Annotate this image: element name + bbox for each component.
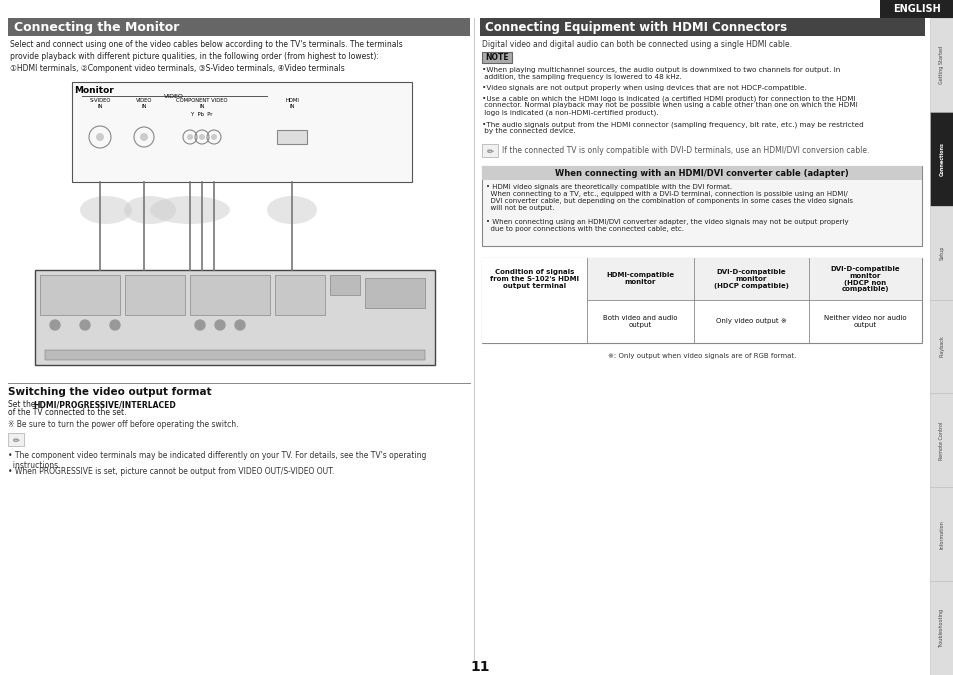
Text: When connecting with an HDMI/DVI converter cable (adapter): When connecting with an HDMI/DVI convert… xyxy=(555,169,848,178)
Text: ※ Be sure to turn the power off before operating the switch.: ※ Be sure to turn the power off before o… xyxy=(8,420,238,429)
Bar xyxy=(481,166,921,180)
Text: Setup: Setup xyxy=(939,246,943,260)
Bar xyxy=(481,258,921,343)
Text: Playback: Playback xyxy=(939,335,943,357)
Bar xyxy=(879,0,953,18)
Bar xyxy=(481,52,512,63)
Bar xyxy=(365,278,424,308)
Text: Information: Information xyxy=(939,520,943,549)
Circle shape xyxy=(194,320,205,330)
Text: Getting Started: Getting Started xyxy=(939,46,943,84)
Circle shape xyxy=(80,320,90,330)
Text: ✏: ✏ xyxy=(12,435,19,444)
Bar xyxy=(929,112,953,206)
Text: • HDMI video signals are theoretically compatible with the DVI format.
  When co: • HDMI video signals are theoretically c… xyxy=(485,184,852,211)
Text: DVI-D-compatible
monitor
(HDCP non
compatible): DVI-D-compatible monitor (HDCP non compa… xyxy=(830,265,900,292)
Text: Connecting Equipment with HDMI Connectors: Connecting Equipment with HDMI Connector… xyxy=(484,20,786,34)
Circle shape xyxy=(96,133,104,141)
Circle shape xyxy=(211,134,216,140)
Text: Remote Control: Remote Control xyxy=(939,421,943,460)
Text: Neither video nor audio
output: Neither video nor audio output xyxy=(823,315,906,328)
Bar xyxy=(190,275,270,315)
Bar xyxy=(276,130,307,144)
Ellipse shape xyxy=(150,196,230,224)
Text: VIDEO
IN: VIDEO IN xyxy=(135,98,152,109)
Circle shape xyxy=(199,134,205,140)
Bar xyxy=(479,18,924,36)
Bar xyxy=(71,82,412,182)
Bar xyxy=(481,166,921,246)
Text: VIDEO: VIDEO xyxy=(164,94,184,99)
Ellipse shape xyxy=(267,196,316,224)
Ellipse shape xyxy=(80,196,132,224)
Bar xyxy=(808,258,921,300)
Circle shape xyxy=(234,320,245,330)
Text: 11: 11 xyxy=(470,660,489,674)
Text: Only video output ※: Only video output ※ xyxy=(716,319,786,325)
Text: Y  Pb  Pr: Y Pb Pr xyxy=(191,112,213,117)
Text: •The audio signals output from the HDMI connector (sampling frequency, bit rate,: •The audio signals output from the HDMI … xyxy=(481,121,862,134)
Bar xyxy=(330,275,359,295)
Bar xyxy=(929,206,953,300)
Circle shape xyxy=(110,320,120,330)
Circle shape xyxy=(214,320,225,330)
Text: ENGLISH: ENGLISH xyxy=(892,4,940,14)
Text: • The component video terminals may be indicated differently on your TV. For det: • The component video terminals may be i… xyxy=(8,451,426,470)
Text: Both video and audio
output: Both video and audio output xyxy=(602,315,677,328)
Text: Select and connect using one of the video cables below according to the TV's ter: Select and connect using one of the vide… xyxy=(10,40,402,73)
Text: Connections: Connections xyxy=(939,142,943,176)
Text: NOTE: NOTE xyxy=(485,53,508,62)
Text: Digital video and digital audio can both be connected using a single HDMI cable.: Digital video and digital audio can both… xyxy=(481,40,791,49)
Text: ※: Only output when video signals are of RGB format.: ※: Only output when video signals are of… xyxy=(607,353,796,359)
Text: Switching the video output format: Switching the video output format xyxy=(8,387,212,397)
Text: of the TV connected to the set.: of the TV connected to the set. xyxy=(8,408,127,417)
Text: HDMI/PROGRESSIVE/INTERLACED: HDMI/PROGRESSIVE/INTERLACED xyxy=(33,400,175,409)
Text: COMPONENT VIDEO
IN: COMPONENT VIDEO IN xyxy=(176,98,228,109)
Text: • When PROGRESSIVE is set, picture cannot be output from VIDEO OUT/S-VIDEO OUT.: • When PROGRESSIVE is set, picture canno… xyxy=(8,467,334,476)
Bar xyxy=(8,18,470,36)
Text: Connecting the Monitor: Connecting the Monitor xyxy=(14,20,179,34)
Text: Troubleshooting: Troubleshooting xyxy=(939,608,943,647)
Text: DVI-D-compatible
monitor
(HDCP compatible): DVI-D-compatible monitor (HDCP compatibl… xyxy=(713,269,788,289)
Bar xyxy=(693,258,808,300)
Ellipse shape xyxy=(124,196,175,224)
Bar xyxy=(586,258,693,300)
Bar xyxy=(929,18,953,112)
Text: Monitor: Monitor xyxy=(74,86,113,95)
Text: • When connecting using an HDMI/DVI converter adapter, the video signals may not: • When connecting using an HDMI/DVI conv… xyxy=(485,219,848,232)
Bar xyxy=(929,581,953,675)
Bar xyxy=(125,275,185,315)
Text: Set the: Set the xyxy=(8,400,38,409)
Bar xyxy=(481,144,497,157)
Bar xyxy=(35,270,435,365)
Text: Condition of signals
from the S-102's HDMI
output terminal: Condition of signals from the S-102's HD… xyxy=(490,269,578,289)
Circle shape xyxy=(187,134,193,140)
Bar xyxy=(8,433,24,446)
Text: •Use a cable on which the HDMI logo is indicated (a certified HDMI product) for : •Use a cable on which the HDMI logo is i… xyxy=(481,95,857,116)
Text: S-VIDEO
IN: S-VIDEO IN xyxy=(90,98,111,109)
Circle shape xyxy=(50,320,60,330)
Bar xyxy=(929,487,953,581)
Text: HDMI-compatible
monitor: HDMI-compatible monitor xyxy=(606,273,674,286)
Bar xyxy=(929,394,953,487)
Bar xyxy=(274,275,325,315)
Text: ✏: ✏ xyxy=(486,146,493,155)
Text: •Video signals are not output properly when using devices that are not HDCP-comp: •Video signals are not output properly w… xyxy=(481,85,806,91)
Text: HDMI
IN: HDMI IN xyxy=(285,98,298,109)
Bar xyxy=(45,350,424,360)
Circle shape xyxy=(140,133,148,141)
Bar xyxy=(40,275,120,315)
Bar xyxy=(481,258,586,343)
Text: •When playing multichannel sources, the audio output is downmixed to two channel: •When playing multichannel sources, the … xyxy=(481,67,840,80)
Bar xyxy=(929,300,953,394)
Text: If the connected TV is only compatible with DVI-D terminals, use an HDMI/DVI con: If the connected TV is only compatible w… xyxy=(501,146,868,155)
